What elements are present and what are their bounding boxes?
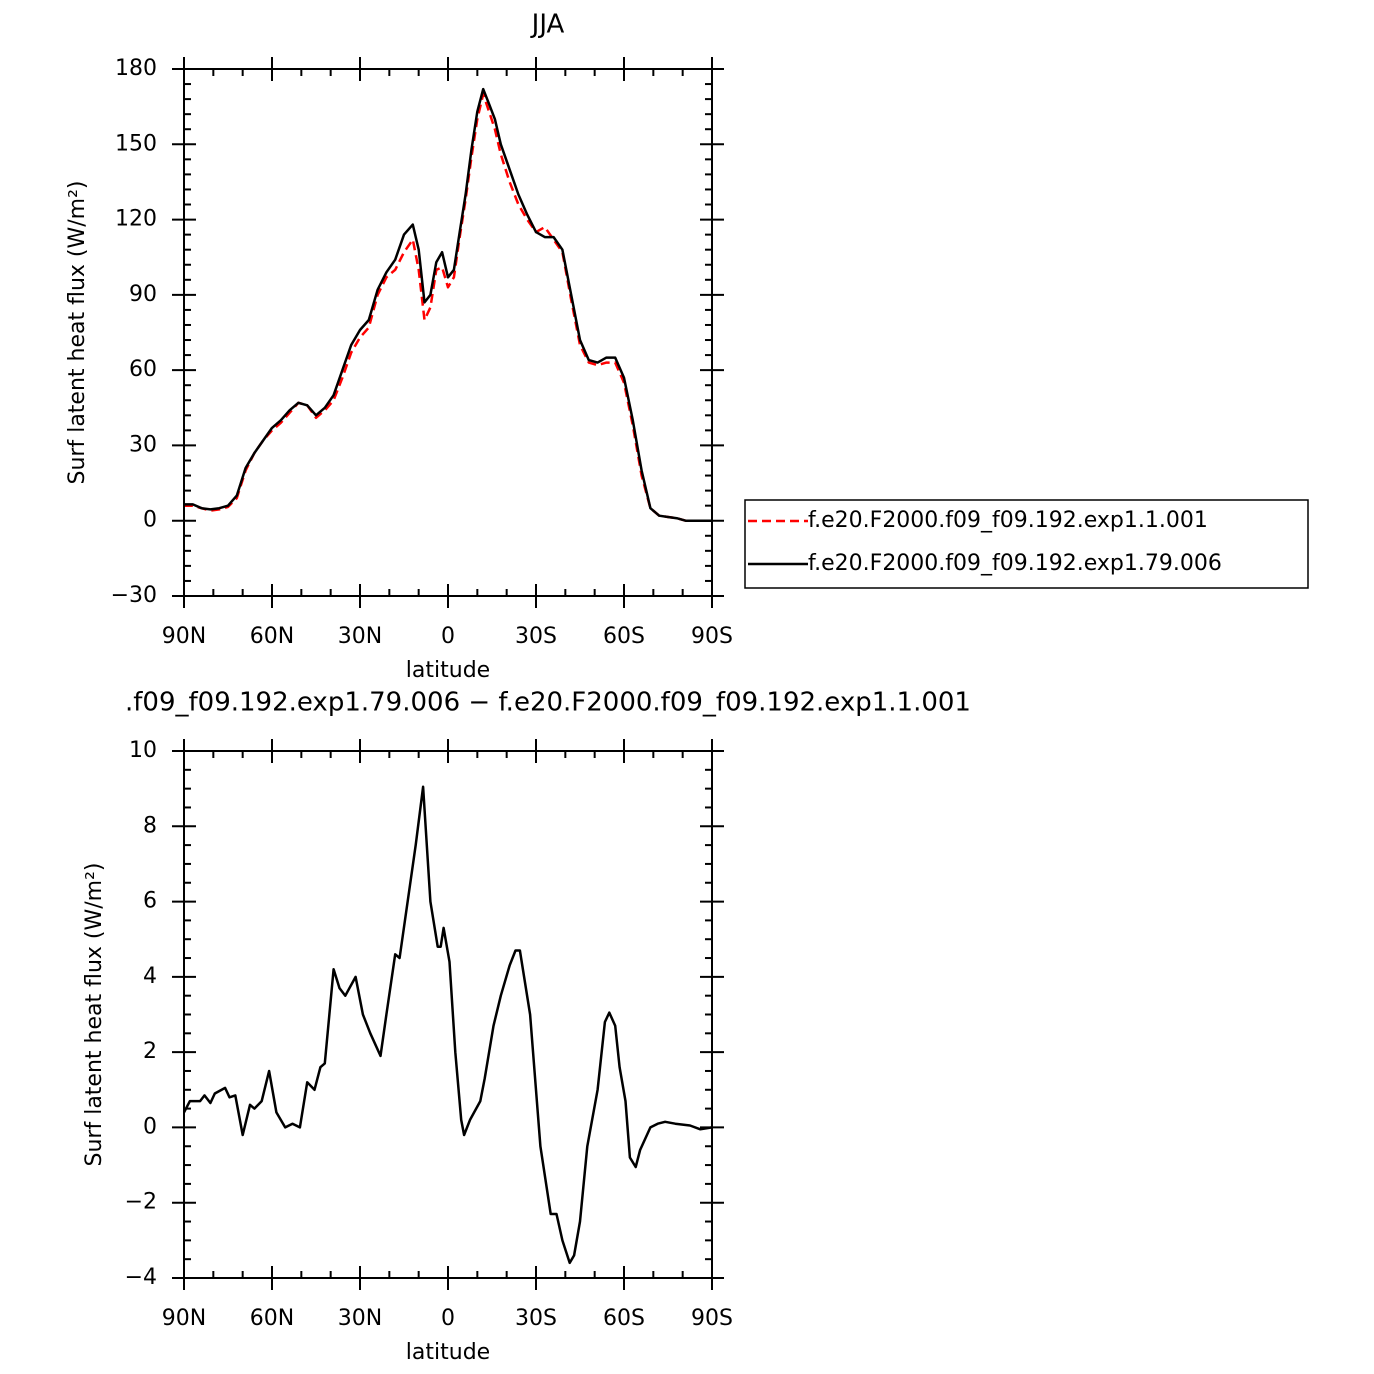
y-tick-label: 0 xyxy=(143,1114,157,1139)
y-tick-label: −30 xyxy=(111,583,157,608)
x-tick-label: 30N xyxy=(338,624,382,649)
y-tick-label: 4 xyxy=(143,964,157,989)
x-tick-label: 60N xyxy=(250,1306,294,1331)
y-tick-label: 10 xyxy=(129,738,157,763)
x-tick-label: 90N xyxy=(162,624,206,649)
x-axis-label: latitude xyxy=(406,658,490,683)
plot-frame xyxy=(183,750,713,1279)
y-tick-label: 8 xyxy=(143,813,157,838)
y-axis-label: Surf latent heat flux (W/m²) xyxy=(65,181,90,485)
x-tick-label: 60N xyxy=(250,624,294,649)
data-line xyxy=(182,785,713,1265)
y-tick-label: 0 xyxy=(143,508,157,533)
y-tick-label: −4 xyxy=(125,1265,157,1290)
x-tick-label: 60S xyxy=(603,624,645,649)
data-line xyxy=(184,87,712,522)
legend-label: f.e20.F2000.f09_f09.192.exp1.1.001 xyxy=(808,508,1208,533)
y-tick-label: 150 xyxy=(115,131,157,156)
y-tick-label: −2 xyxy=(125,1190,157,1215)
plot-frame xyxy=(183,68,713,597)
data-line xyxy=(184,92,712,522)
x-tick-label: 90S xyxy=(691,624,733,649)
x-tick-label: 60S xyxy=(603,1306,645,1331)
y-tick-label: 30 xyxy=(129,432,157,457)
y-tick-label: 120 xyxy=(115,207,157,232)
y-tick-label: 60 xyxy=(129,357,157,382)
x-axis-label: latitude xyxy=(406,1340,490,1365)
x-tick-label: 30N xyxy=(338,1306,382,1331)
y-tick-label: 180 xyxy=(115,56,157,81)
x-tick-label: 30S xyxy=(515,1306,557,1331)
x-tick-label: 30S xyxy=(515,624,557,649)
legend-box xyxy=(744,499,1309,589)
y-axis-label: Surf latent heat flux (W/m²) xyxy=(82,863,107,1167)
y-tick-label: 90 xyxy=(129,282,157,307)
y-tick-label: 2 xyxy=(143,1039,157,1064)
x-tick-label: 90S xyxy=(691,1306,733,1331)
x-tick-label: 0 xyxy=(441,1306,455,1331)
x-tick-label: 0 xyxy=(441,624,455,649)
legend-label: f.e20.F2000.f09_f09.192.exp1.79.006 xyxy=(808,551,1222,576)
chart-title: JJA xyxy=(530,10,565,40)
chart-title: .f09_f09.192.exp1.79.006 − f.e20.F2000.f… xyxy=(125,688,971,718)
y-tick-label: 6 xyxy=(143,889,157,914)
x-tick-label: 90N xyxy=(162,1306,206,1331)
